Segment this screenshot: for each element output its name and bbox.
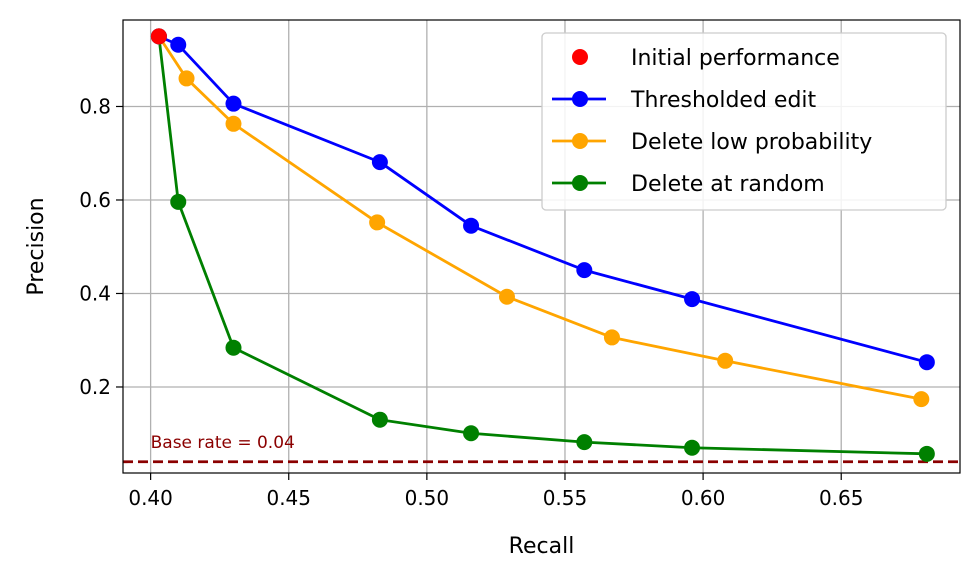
data-point: [225, 339, 242, 356]
series-initial-performance: [150, 28, 167, 45]
data-point: [684, 291, 701, 308]
series-group: [150, 28, 935, 462]
y-tick-label: 0.4: [79, 281, 111, 305]
data-point: [225, 95, 242, 112]
reference-line-group: Base rate = 0.04: [123, 433, 960, 464]
data-point: [463, 217, 480, 234]
series-delete-low-probability: [150, 28, 930, 408]
legend-item-delete-low-probability: Delete low probability: [552, 130, 872, 155]
legend-label: Delete low probability: [631, 130, 872, 155]
legend-item-initial-performance: Initial performance: [572, 46, 840, 71]
x-axis-label: Recall: [509, 534, 575, 559]
base-rate-label: Base rate = 0.04: [151, 433, 295, 453]
y-tick-label: 0.8: [79, 94, 111, 118]
data-point: [463, 425, 480, 442]
data-point: [170, 193, 187, 210]
data-point: [576, 434, 593, 451]
data-point: [371, 154, 388, 171]
y-axis-label: Precision: [24, 197, 49, 295]
data-point: [603, 329, 620, 346]
series-line: [157, 36, 927, 456]
data-point: [717, 352, 734, 369]
legend-label: Initial performance: [631, 46, 840, 71]
data-point: [918, 354, 935, 371]
plot-frame: [122, 19, 961, 474]
x-tick-label: 0.50: [405, 486, 450, 510]
data-point: [178, 70, 195, 87]
legend-item-delete-at-random: Delete at random: [552, 172, 825, 197]
series-line: [157, 35, 922, 401]
x-tick-label: 0.65: [819, 486, 864, 510]
legend-marker: [572, 49, 588, 65]
data-point: [225, 115, 242, 132]
legend-box: [541, 32, 947, 211]
axis-ticks: 0.40 0.45 0.50 0.55 0.60 0.65 0.2 0.4 0.6 0.8: [79, 94, 863, 510]
legend-marker: [572, 133, 588, 149]
data-point: [913, 391, 930, 408]
data-point: [150, 28, 167, 45]
data-point: [170, 36, 187, 53]
series-line: [158, 35, 928, 364]
data-point: [918, 445, 935, 462]
x-tick-label: 0.40: [128, 486, 173, 510]
x-tick-label: 0.45: [266, 486, 311, 510]
data-point: [684, 439, 701, 456]
data-point: [576, 262, 593, 279]
legend: Initial performance Thresholded edit Delet…: [541, 32, 947, 211]
data-point: [369, 214, 386, 231]
x-tick-label: 0.60: [681, 486, 726, 510]
legend-marker: [572, 175, 588, 191]
data-point: [371, 411, 388, 428]
legend-label: Delete at random: [631, 172, 825, 197]
y-tick-label: 0.2: [79, 375, 111, 399]
x-tick-label: 0.55: [543, 486, 588, 510]
data-point: [498, 288, 515, 305]
y-tick-label: 0.6: [79, 188, 111, 212]
legend-item-thresholded-edit: Thresholded edit: [552, 88, 817, 113]
legend-marker: [572, 91, 588, 107]
legend-label: Thresholded edit: [630, 88, 817, 113]
